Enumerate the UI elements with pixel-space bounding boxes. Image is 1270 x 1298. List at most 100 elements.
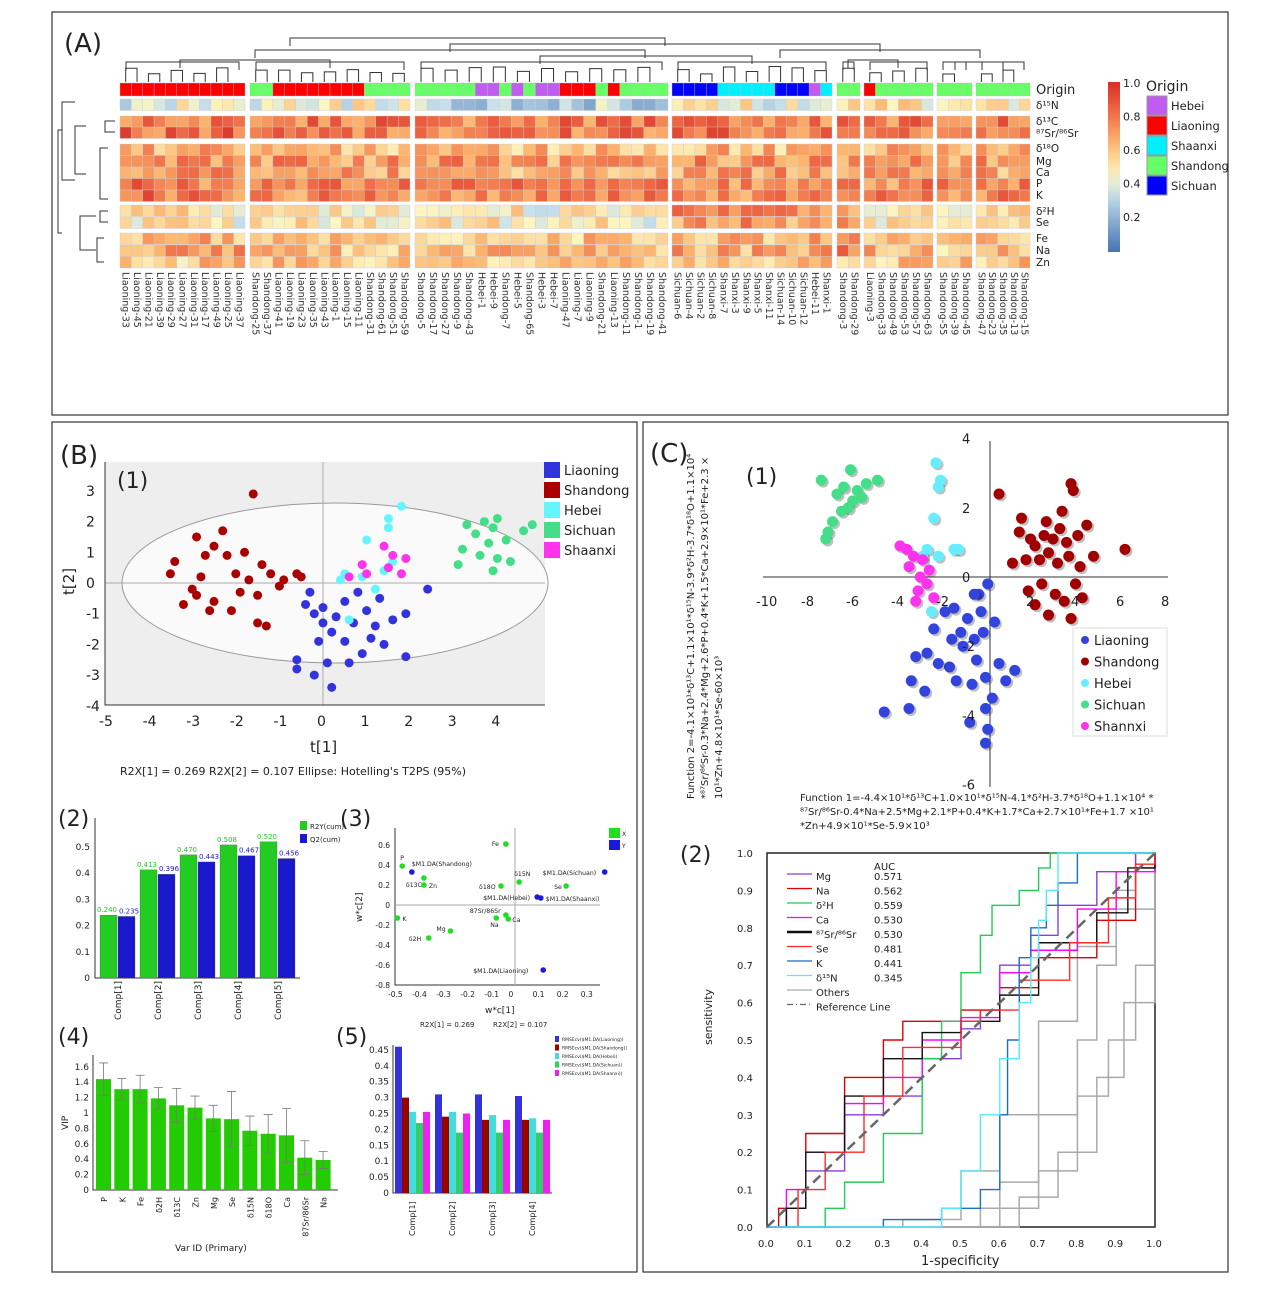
legend-label-liaoning: Liaoning	[564, 464, 619, 479]
heatmap-cell	[386, 244, 399, 257]
heatmap-cell	[450, 143, 464, 156]
heatmap-cell	[631, 178, 645, 191]
heatmap-cell	[210, 126, 223, 139]
heatmap-cell	[694, 256, 707, 269]
y-tick-label: 0.05	[369, 1173, 389, 1183]
heatmap-cell	[375, 216, 388, 229]
heatmap-cell	[875, 256, 888, 269]
heatmap-cell	[426, 189, 440, 202]
heatmap-cell	[836, 178, 849, 191]
point-liaoning	[401, 652, 411, 662]
point-x	[503, 841, 509, 847]
heatmap-cell	[1019, 216, 1031, 229]
dendrogram-branch	[255, 69, 268, 82]
legend-marker	[1081, 700, 1089, 709]
heatmap-cell	[655, 204, 669, 217]
heatmap-cell	[187, 126, 200, 139]
bar-rmsecv	[503, 1119, 510, 1193]
point-shandong	[222, 550, 232, 560]
heatmap-cell	[694, 126, 707, 139]
heatmap-cell	[1008, 126, 1020, 139]
legend-label-shandong: Shandong	[1171, 159, 1229, 173]
heatmap-cell	[936, 244, 949, 257]
heatmap-cell	[583, 178, 596, 191]
heatmap-cell	[272, 204, 285, 217]
heatmap-cell	[774, 189, 787, 202]
heatmap-cell	[763, 178, 776, 191]
heatmap-cell	[571, 98, 584, 111]
point-label: δ18O	[479, 884, 496, 891]
heatmap-cell	[414, 115, 428, 128]
heatmap-cell	[426, 98, 440, 111]
heatmap-cell	[210, 178, 223, 191]
roc-curve	[767, 852, 1155, 1228]
heatmap-cell	[751, 143, 764, 156]
heatmap-cell	[119, 216, 132, 229]
roc-curve-others	[767, 905, 1156, 1228]
x-tick-label: δ15N	[246, 1197, 255, 1218]
y-tick-label: -0.4	[375, 941, 390, 950]
y-tick-label: 0.5	[737, 1036, 753, 1047]
heatmap-cell	[975, 166, 988, 179]
heatmap-cell	[523, 189, 536, 202]
origin-cell	[948, 82, 961, 97]
heatmap-cell	[975, 126, 988, 139]
heatmap-cell	[306, 178, 319, 191]
heatmap-cell	[375, 204, 388, 217]
heatmap-cell	[797, 126, 810, 139]
origin-cell	[683, 82, 696, 97]
heatmap-cell	[249, 178, 262, 191]
heatmap-cell	[329, 178, 342, 191]
heatmap-cell	[261, 143, 274, 156]
origin-cell	[774, 82, 787, 97]
dendrogram-branch	[565, 71, 579, 82]
heatmap-cell	[986, 232, 998, 245]
y-tick-label: 4	[962, 433, 970, 448]
heatmap-cell	[523, 155, 536, 168]
point-sichuan	[488, 523, 498, 533]
heatmap-cell	[131, 189, 143, 202]
origin-cell	[909, 82, 922, 97]
column-label: Liaoning-31	[188, 272, 199, 328]
heatmap-cell	[583, 232, 596, 245]
heatmap-cell	[329, 126, 342, 139]
heatmap-cell	[655, 126, 669, 139]
point-shaanxi	[401, 553, 411, 563]
dendrogram-branch	[541, 67, 555, 82]
heatmap-cell	[386, 98, 399, 111]
heatmap-cell	[295, 189, 308, 202]
heatmap-cell	[295, 204, 308, 217]
y-tick-label: 1	[83, 1109, 89, 1119]
heatmap-cell	[352, 256, 365, 269]
heatmap-cell	[511, 126, 524, 139]
heatmap-cell	[364, 204, 376, 217]
heatmap-cell	[119, 244, 132, 257]
dendrogram-branch	[869, 72, 882, 82]
heatmap-cell	[511, 204, 524, 217]
legend-label: RMSEcv($M1.DA(Sichuan))	[562, 1063, 623, 1069]
heatmap-cell	[284, 178, 296, 191]
origin-cell	[960, 82, 973, 97]
x-tick-label: 0.0	[758, 1239, 774, 1250]
heatmap-cell	[511, 232, 524, 245]
error-bar	[227, 1091, 237, 1148]
heatmap-cell	[786, 178, 798, 191]
dendrogram-branch	[323, 71, 337, 82]
heatmap-cell	[329, 143, 342, 156]
heatmap-cell	[261, 216, 274, 229]
data-label: 0.443	[199, 853, 219, 861]
column-label: Shandong-37	[261, 272, 272, 335]
heatmap-cell	[683, 216, 696, 229]
legend-label: Se	[816, 945, 829, 956]
heatmap-cell	[450, 216, 464, 229]
heatmap-cell	[199, 126, 212, 139]
heatmap-cell	[740, 232, 753, 245]
point-liaoning	[932, 658, 944, 669]
origin-cell	[176, 82, 189, 97]
point-liaoning	[921, 647, 933, 659]
heatmap-cell	[462, 178, 476, 191]
point-liaoning	[388, 615, 398, 625]
point-liaoning	[982, 578, 994, 590]
heatmap-cell	[808, 256, 821, 269]
b5-sublabel: (5)	[336, 1025, 367, 1050]
